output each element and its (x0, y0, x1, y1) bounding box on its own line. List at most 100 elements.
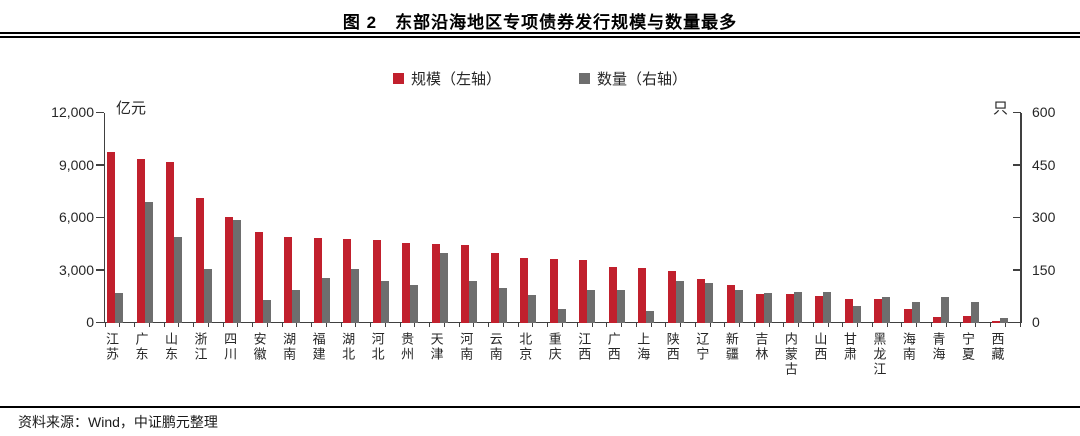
x-axis-minor-tick (547, 323, 549, 327)
quantity-bar (380, 281, 389, 323)
x-axis-label: 贵州 (399, 332, 415, 362)
title-rule-bottom (0, 36, 1080, 38)
footer-rule (0, 406, 1080, 408)
scale-bar (284, 237, 293, 323)
x-axis-label: 吉林 (753, 332, 769, 362)
x-axis-minor-tick (429, 323, 431, 327)
x-axis-minor-tick (753, 323, 755, 327)
scale-bar (549, 259, 558, 323)
scale-bar (166, 162, 175, 323)
quantity-bar (675, 281, 684, 323)
quantity-bar (351, 268, 360, 323)
right-axis-tick (1013, 321, 1021, 323)
right-axis-line (1020, 113, 1022, 323)
scale-bar (136, 158, 145, 323)
scale-bar (402, 243, 411, 323)
left-axis-tick-label: 6,000 (58, 209, 94, 225)
quantity-bar (469, 281, 478, 323)
scale-bar (844, 298, 853, 323)
scale-bar (726, 284, 735, 323)
quantity-bar (793, 291, 802, 323)
quantity-bar (174, 237, 183, 323)
x-axis-label: 江西 (576, 332, 592, 362)
x-axis-minor-tick (768, 323, 770, 327)
quantity-legend-label: 数量（右轴） (597, 71, 688, 88)
x-axis-minor-tick (311, 323, 313, 327)
chart-legend: 规模（左轴） 数量（右轴） (0, 68, 1080, 89)
x-axis-minor-tick (296, 323, 298, 327)
x-axis-minor-tick (178, 323, 180, 327)
quantity-bar (262, 300, 271, 323)
right-axis-tick-label: 150 (1032, 261, 1056, 278)
x-axis-minor-tick (709, 323, 711, 327)
x-axis-minor-tick (945, 323, 947, 327)
x-axis-minor-tick (119, 323, 121, 327)
title-rule-top (0, 32, 1080, 34)
x-axis-label: 江苏 (104, 332, 119, 362)
left-axis-tick (96, 164, 104, 166)
quantity-bar (705, 282, 714, 323)
x-axis-minor-tick (930, 323, 932, 327)
x-axis-minor-tick (473, 323, 475, 327)
quantity-legend-swatch-icon (579, 73, 590, 84)
x-axis-minor-tick (665, 323, 667, 327)
x-axis-minor-tick (989, 323, 991, 327)
x-axis-minor-tick (355, 323, 357, 327)
scale-bar (520, 258, 529, 323)
x-axis-minor-tick (281, 323, 283, 327)
x-axis-label: 黑龙江 (871, 332, 887, 377)
scale-bar (313, 238, 322, 323)
x-axis-label: 北京 (517, 332, 533, 362)
x-axis-minor-tick (370, 323, 372, 327)
left-axis-tick (96, 321, 104, 323)
quantity-bar (439, 253, 448, 323)
quantity-bar (528, 295, 537, 323)
quantity-bar (144, 202, 153, 323)
x-axis-label: 重庆 (546, 332, 562, 362)
x-axis-minor-tick (502, 323, 504, 327)
scale-bar (195, 197, 204, 323)
scale-legend-swatch-icon (392, 73, 404, 84)
x-axis-label: 海南 (900, 332, 916, 362)
quantity-bar (587, 289, 596, 323)
figure-title: 图 2 东部沿海地区专项债券发行规模与数量最多 (342, 13, 738, 32)
x-axis-minor-tick (739, 323, 741, 327)
x-axis-minor-tick (812, 323, 814, 327)
x-axis-minor-tick (650, 323, 652, 327)
x-axis-minor-tick (606, 323, 608, 327)
left-axis-tick-label: 12,000 (51, 104, 94, 120)
x-axis-label: 广东 (133, 332, 149, 362)
x-axis-minor-tick (694, 323, 696, 327)
legend-item-scale: 规模（左轴） (392, 68, 501, 89)
x-axis-minor-tick (562, 323, 563, 327)
source-note: 资料来源：Wind，中证鹏元整理 (18, 414, 218, 430)
x-axis-label: 青海 (930, 332, 946, 362)
scale-bar (962, 316, 971, 323)
scale-bar (372, 239, 381, 323)
x-axis-minor-tick (148, 323, 150, 327)
scale-bar (667, 270, 676, 323)
x-axis-label: 湖北 (340, 332, 356, 362)
x-axis-label: 湖南 (281, 332, 297, 362)
x-axis-minor-tick (886, 323, 888, 327)
quantity-bar (882, 296, 891, 323)
scale-bar (697, 279, 706, 323)
x-axis-minor-tick (532, 323, 534, 327)
x-axis-minor-tick (680, 323, 682, 327)
x-axis-minor-tick (134, 323, 136, 327)
x-axis-minor-tick (798, 323, 800, 327)
x-axis-label: 河北 (369, 332, 385, 362)
right-axis-tick (1013, 164, 1021, 166)
scale-bar (933, 316, 942, 323)
left-axis-tick (96, 216, 104, 218)
left-axis-tick (96, 269, 104, 271)
quantity-bar (1000, 317, 1009, 323)
left-axis-tick (96, 111, 104, 113)
x-axis-minor-tick (384, 323, 386, 327)
right-axis-tick-label: 600 (1032, 104, 1056, 120)
x-axis-label: 福建 (310, 332, 326, 362)
right-axis-tick-label: 0 (1032, 314, 1040, 330)
scale-bar (785, 294, 794, 323)
x-axis-label: 宁夏 (959, 332, 975, 362)
